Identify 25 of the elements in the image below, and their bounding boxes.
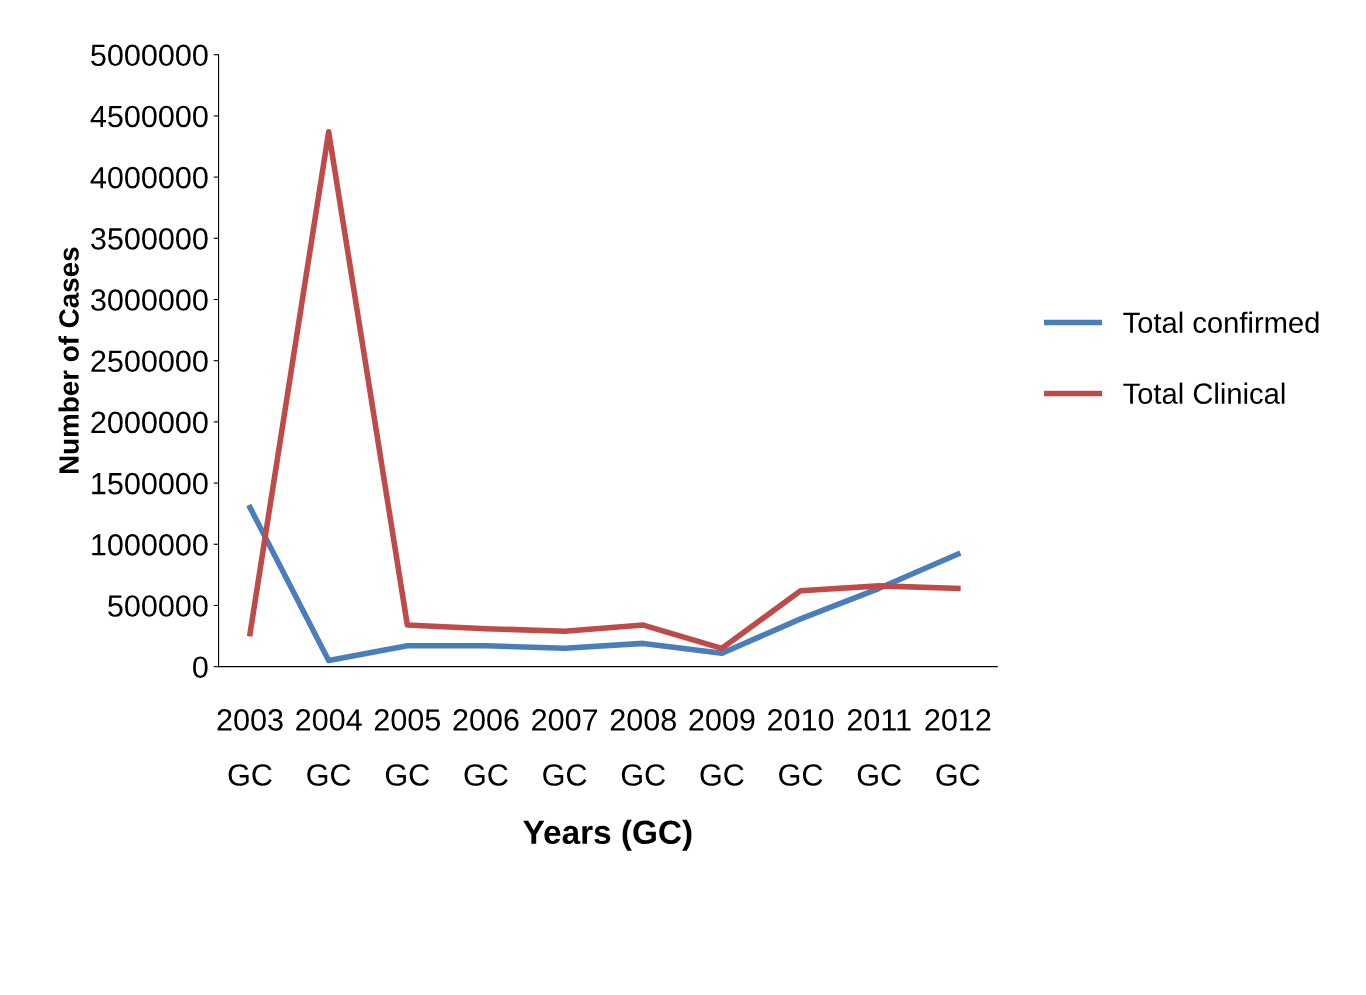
y-tick-label: 5000000	[91, 44, 208, 67]
x-tick-label: 2006 GC	[453, 709, 519, 786]
x-tick-label: 2012 GC	[925, 709, 991, 786]
x-axis-title: Years (GC)	[523, 819, 692, 851]
y-axis-title: Number of Cases	[58, 247, 79, 474]
x-tick-label: 2005 GC	[374, 709, 441, 786]
y-tick-label: 3500000	[91, 228, 208, 250]
y-tick-label: 4500000	[90, 105, 208, 128]
x-tick-label: 2011 GC	[847, 709, 911, 786]
x-tick-label: 2007 GC	[532, 709, 598, 786]
legend-label: Total confirmed	[1123, 311, 1319, 334]
y-tick-label: 1000000	[92, 534, 208, 556]
x-tick-label: 2004 GC	[296, 709, 362, 786]
y-tick-label: 1500000	[92, 472, 208, 495]
x-tick-label: 2003 GC	[217, 709, 283, 786]
x-tick-label: 2009 GC	[689, 709, 755, 786]
y-tick-label: 2500000	[91, 350, 208, 373]
x-tick-label: 2008 GC	[610, 709, 676, 786]
x-tick-label: 2010 GC	[768, 709, 834, 786]
y-tick-label: 3000000	[91, 289, 208, 311]
y-tick-label: 2000000	[91, 411, 208, 434]
legend-label: Total Clinical	[1123, 382, 1285, 404]
y-tick-label: 500000	[108, 595, 208, 617]
y-tick-label: 4000000	[90, 166, 208, 189]
y-tick-label: 0	[193, 656, 208, 679]
